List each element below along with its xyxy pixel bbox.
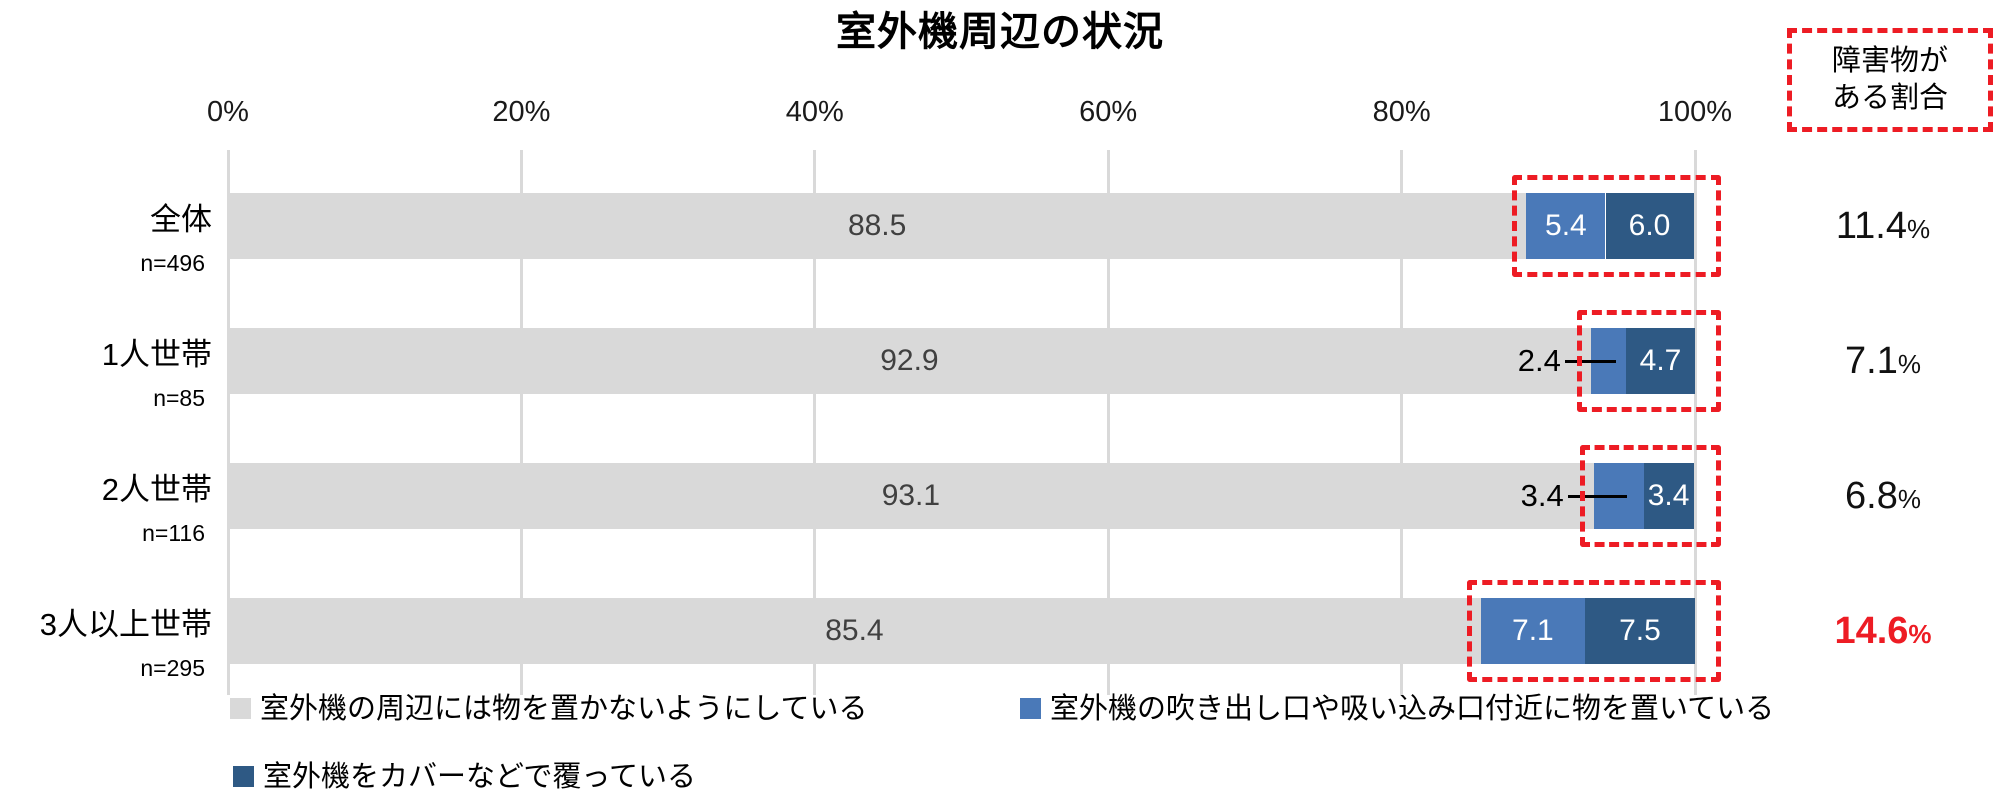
segment-value-label: 3.4: [1647, 479, 1690, 512]
segment-value-label: 5.4: [1545, 209, 1587, 242]
category-label: 2人世帯: [101, 472, 212, 507]
category-n-label: n=85: [153, 385, 205, 411]
x-axis-tick-label: 100%: [1657, 96, 1733, 128]
chart-title: 室外機周辺の状況: [836, 10, 1164, 54]
obstacle-rate-value: 7.1%: [1773, 338, 1993, 387]
obstacle-rate-number: 11.4: [1835, 205, 1907, 247]
outside-value-label: 2.4: [1517, 343, 1561, 378]
category-label: 3人以上世帯: [39, 607, 212, 642]
legend-label: 室外機をカバーなどで覆っている: [263, 761, 696, 793]
bar-segment: 7.5: [1584, 598, 1695, 664]
highlight-dash-box: [1466, 580, 1721, 682]
obstacle-rate-value: 11.4%: [1773, 203, 1993, 252]
outside-value-label: 3.4: [1520, 478, 1564, 513]
x-axis-tick-label: 40%: [785, 96, 844, 128]
category-n-label: n=496: [140, 250, 205, 276]
bar-segment: 5.4: [1526, 193, 1606, 259]
category-label: 1人世帯: [101, 337, 212, 372]
segment-value-label: 92.9: [880, 344, 939, 377]
bar-segment: 88.5: [228, 193, 1527, 259]
obstacle-rate-header-line2: ある割合: [1831, 82, 1948, 114]
bar-segment: 3.4: [1643, 463, 1694, 529]
gridline: [519, 150, 523, 695]
bar-segment: 7.1: [1480, 598, 1585, 664]
highlight-dash-box: [1576, 310, 1721, 412]
category-n-label: n=116: [142, 520, 205, 546]
obstacle-rate-number: 14.6: [1834, 610, 1909, 652]
obstacle-rate-value: 14.6%: [1773, 608, 1993, 657]
highlight-dash-box: [1579, 445, 1721, 547]
x-axis-tick-label: 80%: [1372, 96, 1431, 128]
segment-value-label: 88.5: [847, 209, 907, 242]
x-axis-tick-label: 0%: [207, 96, 249, 128]
bar-segment: 93.1: [228, 463, 1594, 529]
leader-line: [1564, 360, 1617, 363]
highlight-dash-box: [1512, 175, 1721, 277]
legend-label: 室外機の周辺には物を置かないようにしている: [260, 693, 868, 725]
percent-sign: %: [1897, 484, 1921, 514]
obstacle-rate-number: 7.1: [1845, 340, 1898, 382]
segment-value-label: 7.5: [1619, 614, 1661, 647]
gridline: [813, 150, 817, 695]
gridline: [1106, 150, 1110, 695]
bar-segment: 6.0: [1605, 193, 1694, 259]
percent-sign: %: [1908, 619, 1932, 649]
segment-value-label: 6.0: [1628, 209, 1671, 242]
x-axis-tick-label: 60%: [1079, 96, 1138, 128]
bar-segment: 4.7: [1626, 328, 1695, 394]
segment-value-label: 7.1: [1512, 614, 1554, 647]
segment-value-label: 93.1: [881, 479, 941, 512]
obstacle-rate-number: 6.8: [1845, 475, 1898, 517]
obstacle-rate-value: 6.8%: [1773, 473, 1993, 522]
bar-segment: 85.4: [228, 598, 1481, 664]
bar-segment: 92.9: [228, 328, 1591, 394]
gridline: [1400, 150, 1404, 695]
x-axis-tick-label: 20%: [492, 96, 551, 128]
legend-swatch: [233, 766, 254, 787]
legend-swatch: [1020, 698, 1041, 719]
category-n-label: n=295: [140, 655, 205, 681]
legend-swatch: [230, 698, 251, 719]
segment-value-label: 85.4: [825, 614, 884, 647]
leader-line: [1567, 495, 1627, 498]
segment-value-label: 4.7: [1639, 344, 1682, 377]
percent-sign: %: [1897, 349, 1921, 379]
legend-label: 室外機の吹き出し口や吸い込み口付近に物を置いている: [1050, 693, 1775, 725]
obstacle-rate-header-box: 障害物が ある割合: [1787, 28, 1993, 132]
category-label: 全体: [150, 202, 212, 237]
obstacle-rate-header-line1: 障害物が: [1831, 45, 1948, 77]
gridline: [1693, 150, 1697, 695]
gridline: [226, 150, 230, 695]
percent-sign: %: [1907, 214, 1931, 244]
